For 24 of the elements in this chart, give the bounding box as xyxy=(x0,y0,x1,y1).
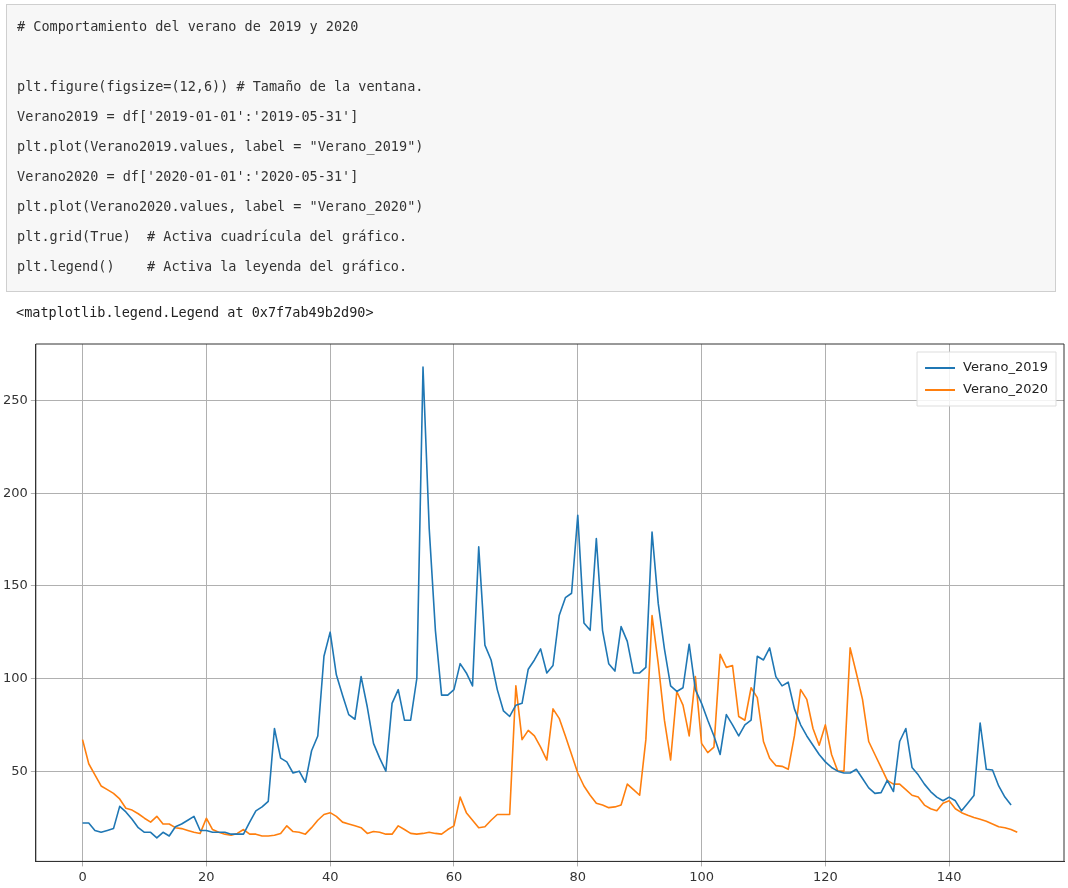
legend-label: Verano_2019 xyxy=(963,359,1049,375)
x-tick-label: 20 xyxy=(198,868,215,884)
text: Verano2019 = df['2019-01-01':'2019-05-31'] xyxy=(17,107,360,126)
y-tick-label: 100 xyxy=(2,669,28,685)
text: Verano2020 = df['2020-01-01':'2020-05-31'] xyxy=(17,167,360,186)
x-tick-label: 120 xyxy=(812,868,838,884)
y-tick-label: 200 xyxy=(2,484,28,500)
x-tick-label: 60 xyxy=(445,868,463,884)
text: plt.grid(True) # Activa cuadrícula del gráfico. xyxy=(17,227,409,246)
x-tick-label: 40 xyxy=(321,868,339,884)
x-tick-label: 80 xyxy=(569,868,587,884)
text: plt.plot(Verano2020.values, label = "Verano_2020") xyxy=(17,197,425,217)
x-tick-label: 140 xyxy=(936,868,962,884)
x-tick-label: 0 xyxy=(78,868,87,884)
x-tick-label: 100 xyxy=(689,868,714,884)
text: plt.figure(figsize=(12,6)) # Tamaño de la ventana. xyxy=(17,77,425,96)
y-tick-label: 250 xyxy=(2,391,28,407)
text: <matplotlib.legend.Legend at 0x7f7ab49b2d90> xyxy=(16,304,374,320)
text: plt.legend() # Activa la leyenda del gráfico. xyxy=(17,257,409,276)
y-tick-label: 50 xyxy=(11,762,28,778)
y-tick-label: 150 xyxy=(2,577,28,593)
legend-label: Verano_2020 xyxy=(963,381,1049,397)
text: # Comportamiento del verano de 2019 y 2020 xyxy=(17,17,360,36)
text: plt.plot(Verano2019.values, label = "Verano_2019") xyxy=(17,137,425,157)
